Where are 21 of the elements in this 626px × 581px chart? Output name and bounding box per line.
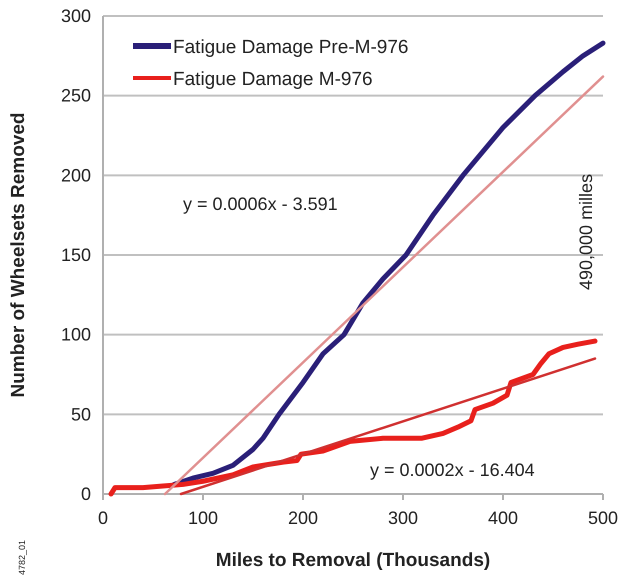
y-tick-label: 200: [60, 165, 91, 186]
y-tick-label: 300: [60, 6, 91, 26]
y-tick-label: 100: [60, 324, 91, 345]
annotation: y = 0.0002x - 16.404: [370, 460, 535, 480]
annotation: y = 0.0006x - 3.591: [183, 194, 338, 214]
y-tick-label: 250: [60, 86, 91, 106]
y-axis-title: Number of Wheelsets Removed: [8, 112, 29, 398]
x-axis-title: Miles to Removal (Thousands): [216, 550, 490, 571]
x-tick-label: 100: [188, 508, 218, 528]
x-tick-label: 0: [98, 508, 108, 528]
x-tick-label: 300: [388, 508, 418, 528]
y-tick-label: 50: [70, 404, 91, 424]
annotation: 490,000 milles: [576, 174, 596, 290]
legend-label: Fatigue Damage Pre-M-976: [173, 37, 408, 58]
legend-label: Fatigue Damage M-976: [173, 69, 373, 90]
x-tick-label: 400: [488, 508, 518, 528]
text: 4782_01: [17, 540, 27, 575]
y-tick-label: 0: [80, 484, 91, 504]
x-tick-label: 200: [288, 508, 318, 528]
x-tick-label: 500: [588, 508, 618, 528]
y-tick-label: 150: [60, 245, 91, 265]
